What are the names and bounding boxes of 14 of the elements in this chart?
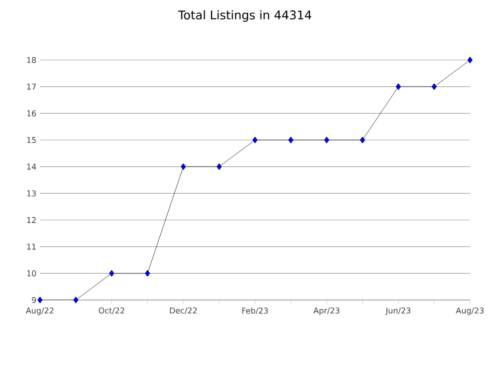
- point: [432, 83, 437, 90]
- point: [180, 163, 186, 170]
- point: [396, 83, 401, 90]
- point: [109, 270, 114, 277]
- point: [467, 56, 473, 64]
- point: [37, 296, 43, 304]
- chart-title: Total Listings in 44314: [178, 10, 312, 22]
- point: [360, 136, 366, 144]
- point: [144, 270, 150, 277]
- point: [288, 136, 294, 144]
- point: [73, 296, 78, 304]
- point: [252, 136, 258, 144]
- point: [324, 136, 330, 144]
- point: [216, 163, 222, 170]
